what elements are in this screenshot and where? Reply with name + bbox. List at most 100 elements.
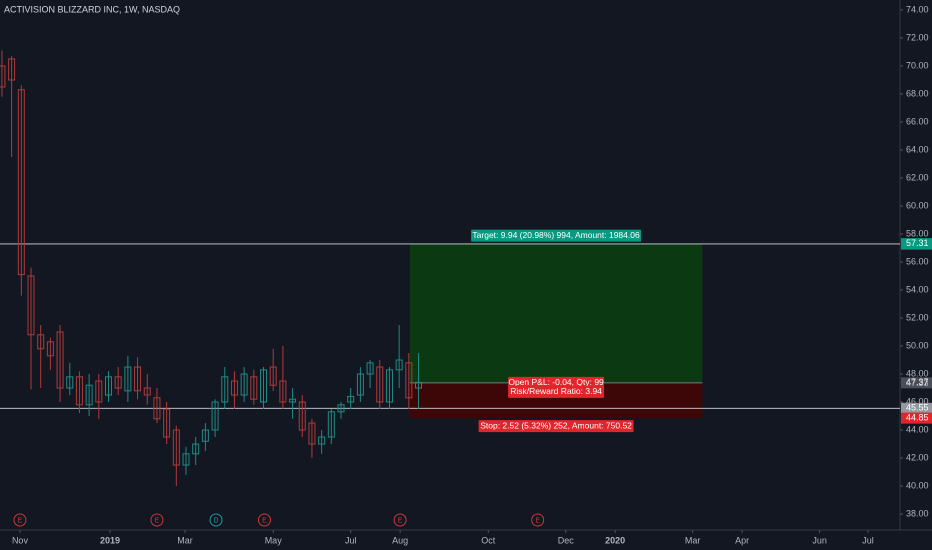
x-tick-label: Nov	[12, 535, 29, 545]
candle-body	[327, 411, 335, 438]
event-marker	[13, 513, 27, 527]
candle-body	[298, 401, 306, 431]
label: Target: 9.94 (20.98%) 994, Amount: 1984.…	[472, 230, 640, 240]
label-bg	[471, 229, 642, 242]
x-tick-label: Aug	[392, 535, 408, 545]
candle-body	[376, 366, 384, 403]
label: Stop: 2.52 (5.32%) 252, Amount: 750.52	[480, 420, 632, 430]
price-label-bg	[901, 238, 932, 250]
label-bg	[508, 385, 605, 398]
candle-body	[337, 404, 345, 413]
y-tick-label: 48.00	[906, 368, 929, 378]
candle-body	[8, 58, 16, 81]
candle-body	[27, 275, 35, 336]
price-label: 47.33	[906, 378, 929, 388]
event-marker	[257, 513, 271, 527]
x-tick-label: Oct	[481, 535, 496, 545]
x-tick-label: Jun	[812, 535, 827, 545]
x-tick-label: 2019	[100, 535, 120, 545]
x-tick-label: Jul	[862, 535, 874, 545]
candle-body	[114, 376, 122, 389]
candle-body	[124, 366, 132, 392]
price-label-bg	[901, 377, 932, 389]
candle-body	[66, 376, 74, 389]
candle-body	[230, 380, 238, 396]
y-tick-label: 58.00	[906, 228, 929, 238]
candle-body	[85, 384, 93, 406]
y-tick-label: 62.00	[906, 172, 929, 182]
candle-body	[17, 89, 25, 276]
candle-body	[172, 429, 180, 466]
event-marker	[209, 513, 223, 527]
candle-body	[366, 362, 374, 375]
event-marker	[150, 513, 164, 527]
candle-body	[405, 362, 413, 399]
y-tick-label: 46.00	[906, 396, 929, 406]
event-marker	[393, 513, 407, 527]
candle-body	[46, 341, 54, 357]
candle-body	[56, 331, 64, 389]
x-tick-label: May	[265, 535, 283, 545]
candle-body	[260, 369, 268, 403]
candle-body	[289, 398, 297, 403]
event-marker	[531, 513, 545, 527]
x-tick-label: Apr	[735, 535, 749, 545]
y-tick-label: 74.00	[906, 4, 929, 14]
x-tick-label: Jul	[345, 535, 357, 545]
price-label: 47.37	[906, 377, 929, 387]
label-bg	[478, 420, 634, 433]
y-tick-label: 66.00	[906, 116, 929, 126]
candle-body	[105, 376, 113, 396]
candle-body	[201, 429, 209, 442]
target-zone	[409, 243, 703, 383]
event-label: E	[398, 517, 403, 524]
event-label: E	[535, 517, 540, 524]
event-label: E	[262, 517, 267, 524]
candle-body	[279, 380, 287, 403]
candle-body	[0, 65, 6, 88]
candle-body	[250, 376, 258, 400]
candle-body	[269, 366, 277, 386]
candle-body	[356, 373, 364, 396]
price-label: 44.85	[906, 412, 929, 422]
y-tick-label: 68.00	[906, 88, 929, 98]
y-tick-label: 72.00	[906, 32, 929, 42]
y-tick-label: 64.00	[906, 144, 929, 154]
candle-body	[182, 453, 190, 466]
candle-body	[385, 369, 393, 403]
event-label: E	[18, 517, 23, 524]
x-tick-label: 2020	[605, 535, 625, 545]
y-tick-label: 50.00	[906, 340, 929, 350]
candle-body	[395, 359, 403, 371]
candle-body	[308, 422, 316, 445]
candle-body	[134, 366, 142, 392]
candle-body	[221, 376, 229, 403]
candle-body	[95, 380, 103, 403]
y-tick-label: 70.00	[906, 60, 929, 70]
candle-body	[318, 436, 326, 445]
y-tick-label: 52.00	[906, 312, 929, 322]
chart-title: ACTIVISION BLIZZARD INC, 1W, NASDAQ	[4, 4, 180, 14]
price-label: 57.31	[906, 238, 929, 248]
candle-body	[347, 395, 355, 403]
x-tick-label: Mar	[685, 535, 701, 545]
event-label: E	[155, 517, 160, 524]
candle-body	[75, 376, 83, 406]
candle-body	[415, 381, 423, 389]
y-tick-label: 56.00	[906, 256, 929, 266]
candle-body	[153, 397, 161, 420]
x-tick-label: Mar	[177, 535, 193, 545]
y-tick-label: 38.00	[906, 508, 929, 518]
y-tick-label: 60.00	[906, 200, 929, 210]
label: Open P&L: -0.04, Qty: 99	[508, 377, 604, 387]
price-label-bg	[901, 402, 932, 414]
y-tick-label: 44.00	[906, 424, 929, 434]
price-label: 45.55	[906, 403, 929, 413]
y-tick-label: 40.00	[906, 480, 929, 490]
price-label-bg	[901, 412, 932, 424]
y-tick-label: 54.00	[906, 284, 929, 294]
label: Risk/Reward Ratio: 3.94	[510, 386, 602, 396]
candle-body	[163, 408, 171, 438]
